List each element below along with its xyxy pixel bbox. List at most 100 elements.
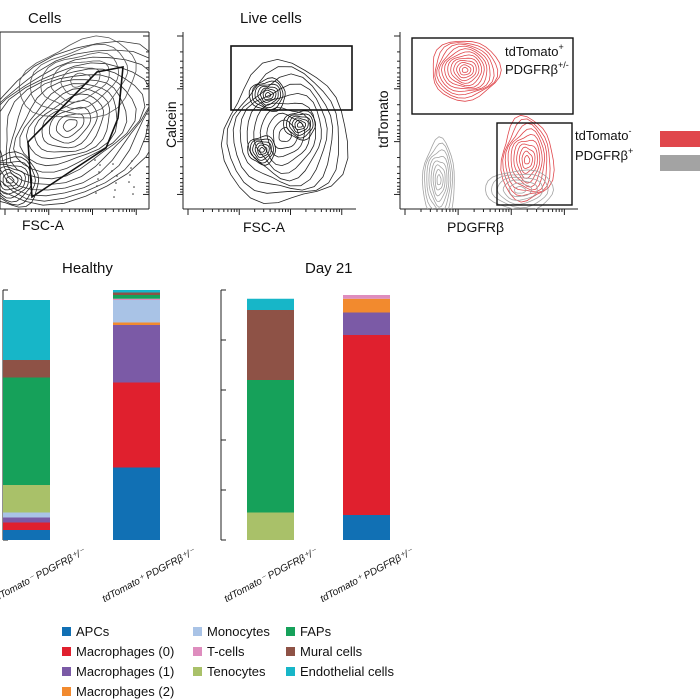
legend-item: Monocytes: [193, 624, 270, 639]
contour-line: [521, 150, 533, 169]
legend-item: APCs: [62, 624, 110, 639]
legend-item: Tenocytes: [193, 664, 266, 679]
contour-line: [421, 136, 455, 209]
contour-line: [0, 56, 149, 197]
legend-swatch: [62, 667, 71, 676]
legend-swatch: [286, 667, 295, 676]
legend-item: Macrophages (1): [62, 664, 174, 679]
legend-label: APCs: [76, 624, 110, 639]
legend-item: Endothelial cells: [286, 664, 394, 679]
y-axis-label: Calcein: [163, 101, 179, 148]
axis-ticks: [394, 35, 565, 215]
legend-swatch: [62, 627, 71, 636]
chart-title: Day 21: [305, 260, 353, 277]
contour-line: [510, 133, 543, 188]
legend-item: T-cells: [193, 644, 245, 659]
gate-polygon[interactable]: [27, 66, 124, 199]
bar-segment-t-cells: [113, 298, 160, 300]
legend-item: FAPs: [286, 624, 332, 639]
contour-line: [249, 138, 274, 164]
event-dot: [98, 171, 100, 173]
gate-label-top-line2: PDGFRβ+/-: [505, 60, 569, 77]
contour-line: [459, 64, 472, 76]
contour-line: [259, 146, 265, 153]
contour-line: [513, 139, 541, 184]
contour-line: [453, 59, 477, 82]
contour-line: [430, 160, 448, 203]
contour-line: [508, 182, 533, 198]
contour-line: [259, 107, 311, 167]
event-dot: [128, 181, 130, 183]
contour-line: [40, 52, 120, 110]
contour-line: [220, 58, 349, 204]
contour-line: [294, 119, 306, 131]
legend-label: FAPs: [300, 624, 332, 639]
contour-density-plot: [220, 58, 349, 204]
event-dot: [115, 182, 117, 184]
contour-line: [450, 57, 480, 84]
contour-line: [5, 68, 146, 185]
bar-segment-macrophages-1-: [113, 325, 160, 383]
contour-line: [436, 43, 495, 96]
contour-line: [434, 169, 444, 191]
contour-line: [254, 142, 270, 159]
legend-swatch: [193, 667, 202, 676]
contour-line: [0, 40, 149, 206]
bar-segment-endothelial-cells: [247, 298, 294, 310]
contour-line: [447, 54, 483, 87]
legend-label: Macrophages (2): [76, 684, 174, 699]
contour-line: [0, 164, 29, 199]
contour-line: [265, 92, 272, 98]
x-axis-label: FSC-A: [22, 217, 65, 233]
contour-line: [41, 100, 98, 149]
contour-line: [5, 176, 15, 184]
legend-item: Macrophages (2): [62, 684, 174, 699]
bar-segment-tenocytes: [247, 512, 294, 540]
contour-line: [29, 43, 129, 115]
contour-line: [0, 161, 33, 203]
contour-line: [252, 140, 272, 161]
bar-segment-faps: [113, 295, 160, 299]
legend-label: Monocytes: [207, 624, 270, 639]
bar-segment-monocytes: [113, 300, 160, 323]
population-swatch-red: [660, 131, 700, 147]
legend-label: Tenocytes: [207, 664, 266, 679]
bar-segment-faps: [247, 380, 294, 513]
contour-line: [456, 61, 474, 79]
contour-line: [283, 110, 317, 141]
contour-line: [0, 156, 36, 206]
gate-tdtomato-negative[interactable]: [496, 122, 573, 206]
contour-line: [19, 83, 118, 167]
contour-line: [485, 169, 554, 209]
contour-line: [514, 186, 527, 194]
chart-title: Healthy: [62, 260, 113, 277]
category-label: tdTomato⁺ PDGFRβ⁺/⁻: [101, 546, 198, 605]
x-axis-label: FSC-A: [243, 219, 286, 235]
contour-line: [253, 102, 317, 174]
event-dot: [131, 160, 133, 162]
contour-line: [500, 114, 555, 203]
contour-line: [502, 118, 551, 197]
legend-swatch: [193, 627, 202, 636]
contour-line: [0, 166, 26, 195]
category-label: tdTomato⁻ PDGFRβ⁺/⁻: [0, 546, 88, 605]
contour-line: [504, 122, 548, 193]
event-dot: [114, 189, 116, 191]
gate-rectangle[interactable]: [230, 45, 353, 111]
flow-panel-tdtomato: tdTomato+ PDGFRβ+/- tdTomato- PDGFRβ+ PD…: [375, 32, 700, 235]
panel-title-live-cells: Live cells: [240, 10, 302, 27]
contour-line: [516, 143, 538, 179]
contour-line: [272, 119, 299, 150]
contour-line: [257, 144, 268, 156]
contour-line: [262, 89, 274, 100]
event-dot: [129, 174, 131, 176]
contour-line: [13, 79, 128, 173]
stacked-bar-chart-day21: Day 21 tdTomato⁻ PDGFRβ⁺/⁻ tdTomato⁺ PDGF…: [220, 260, 416, 605]
flow-panel-cells: Cells FSC-A: [0, 10, 150, 233]
bar-segment-macrophages-1-: [343, 312, 390, 335]
contour-line: [436, 174, 442, 186]
event-dot: [111, 170, 113, 172]
contour-line: [257, 85, 279, 106]
contour-line: [226, 66, 339, 194]
gate-tdtomato-positive[interactable]: [411, 37, 574, 115]
